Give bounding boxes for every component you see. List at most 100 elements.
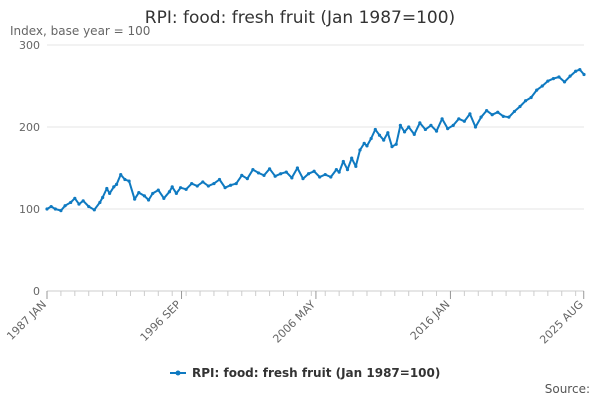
data-point[interactable] bbox=[329, 175, 333, 179]
data-point[interactable] bbox=[101, 195, 105, 200]
data-point[interactable] bbox=[190, 181, 194, 186]
data-point[interactable] bbox=[108, 191, 112, 196]
data-point[interactable] bbox=[394, 142, 398, 146]
data-point[interactable] bbox=[92, 208, 96, 212]
data-point[interactable] bbox=[354, 164, 358, 168]
data-point[interactable] bbox=[53, 207, 57, 211]
data-point[interactable] bbox=[217, 177, 222, 182]
data-point[interactable] bbox=[312, 169, 316, 173]
data-point[interactable] bbox=[377, 133, 382, 137]
data-point[interactable] bbox=[167, 190, 172, 194]
data-point[interactable] bbox=[473, 125, 478, 129]
data-point[interactable] bbox=[369, 136, 373, 141]
data-point[interactable] bbox=[240, 173, 244, 177]
data-point[interactable] bbox=[318, 175, 322, 179]
data-point[interactable] bbox=[98, 200, 102, 205]
data-point[interactable] bbox=[345, 168, 350, 172]
data-point[interactable] bbox=[290, 176, 294, 180]
data-point[interactable] bbox=[457, 117, 461, 121]
data-point[interactable] bbox=[518, 104, 522, 109]
data-point[interactable] bbox=[184, 187, 188, 191]
data-point[interactable] bbox=[434, 129, 439, 133]
data-point[interactable] bbox=[234, 181, 238, 186]
data-point[interactable] bbox=[501, 114, 505, 118]
data-point[interactable] bbox=[334, 168, 338, 172]
data-point[interactable] bbox=[574, 69, 578, 73]
data-point[interactable] bbox=[151, 191, 155, 196]
data-point[interactable] bbox=[490, 113, 494, 117]
data-point[interactable] bbox=[223, 186, 227, 190]
data-point[interactable] bbox=[323, 172, 327, 177]
data-point[interactable] bbox=[256, 171, 261, 175]
data-point[interactable] bbox=[156, 188, 160, 192]
data-point[interactable] bbox=[358, 148, 362, 152]
data-point[interactable] bbox=[174, 191, 178, 196]
data-point[interactable] bbox=[429, 123, 433, 127]
data-point[interactable] bbox=[578, 68, 582, 72]
data-point[interactable] bbox=[114, 182, 119, 186]
data-point[interactable] bbox=[479, 115, 483, 119]
data-point[interactable] bbox=[49, 204, 53, 209]
data-point[interactable] bbox=[251, 168, 255, 172]
data-point[interactable] bbox=[551, 77, 555, 81]
data-point[interactable] bbox=[418, 121, 422, 125]
data-point[interactable] bbox=[81, 199, 85, 203]
data-point[interactable] bbox=[105, 186, 109, 191]
data-point[interactable] bbox=[229, 183, 233, 187]
data-point[interactable] bbox=[59, 209, 63, 213]
data-point[interactable] bbox=[546, 79, 550, 83]
data-point[interactable] bbox=[63, 204, 67, 208]
data-point[interactable] bbox=[582, 72, 586, 77]
data-point[interactable] bbox=[146, 198, 151, 202]
data-point[interactable] bbox=[170, 185, 174, 189]
data-point[interactable] bbox=[386, 131, 390, 135]
data-point[interactable] bbox=[373, 127, 377, 132]
data-point[interactable] bbox=[390, 145, 394, 149]
data-point[interactable] bbox=[512, 109, 517, 114]
data-point[interactable] bbox=[468, 112, 472, 116]
data-point[interactable] bbox=[306, 172, 311, 176]
data-point[interactable] bbox=[540, 84, 544, 88]
data-point[interactable] bbox=[201, 180, 205, 184]
data-point[interactable] bbox=[362, 141, 366, 145]
data-point[interactable] bbox=[245, 177, 249, 181]
data-point[interactable] bbox=[440, 117, 444, 121]
data-point[interactable] bbox=[507, 115, 511, 119]
data-point[interactable] bbox=[568, 74, 572, 78]
data-point[interactable] bbox=[529, 95, 533, 100]
data-point[interactable] bbox=[73, 196, 77, 200]
data-point[interactable] bbox=[119, 172, 123, 177]
data-point[interactable] bbox=[123, 177, 127, 182]
data-point[interactable] bbox=[341, 159, 345, 164]
data-point[interactable] bbox=[337, 170, 341, 174]
data-point[interactable] bbox=[462, 119, 466, 123]
data-point[interactable] bbox=[267, 167, 272, 171]
data-point[interactable] bbox=[127, 179, 131, 183]
data-point[interactable] bbox=[451, 123, 455, 127]
data-point[interactable] bbox=[178, 186, 183, 190]
data-point[interactable] bbox=[535, 88, 539, 92]
data-point[interactable] bbox=[496, 110, 500, 114]
data-point[interactable] bbox=[412, 132, 416, 136]
data-point[interactable] bbox=[137, 191, 141, 195]
data-point[interactable] bbox=[273, 174, 277, 178]
data-point[interactable] bbox=[162, 196, 166, 200]
data-point[interactable] bbox=[142, 194, 146, 198]
data-point[interactable] bbox=[407, 125, 411, 129]
data-point[interactable] bbox=[262, 173, 266, 177]
data-point[interactable] bbox=[301, 177, 305, 181]
data-point[interactable] bbox=[133, 197, 137, 201]
data-point[interactable] bbox=[423, 127, 428, 132]
data-point[interactable] bbox=[279, 172, 283, 176]
data-point[interactable] bbox=[365, 144, 369, 148]
data-point[interactable] bbox=[523, 99, 528, 103]
data-point[interactable] bbox=[562, 80, 567, 84]
data-point[interactable] bbox=[350, 156, 354, 160]
data-point[interactable] bbox=[284, 170, 288, 174]
data-point[interactable] bbox=[69, 200, 73, 205]
data-point[interactable] bbox=[212, 181, 216, 186]
legend-label[interactable]: RPI: food: fresh fruit (Jan 1987=100) bbox=[192, 366, 440, 380]
data-point[interactable] bbox=[112, 185, 116, 189]
data-point[interactable] bbox=[45, 207, 49, 211]
data-point[interactable] bbox=[195, 184, 199, 188]
